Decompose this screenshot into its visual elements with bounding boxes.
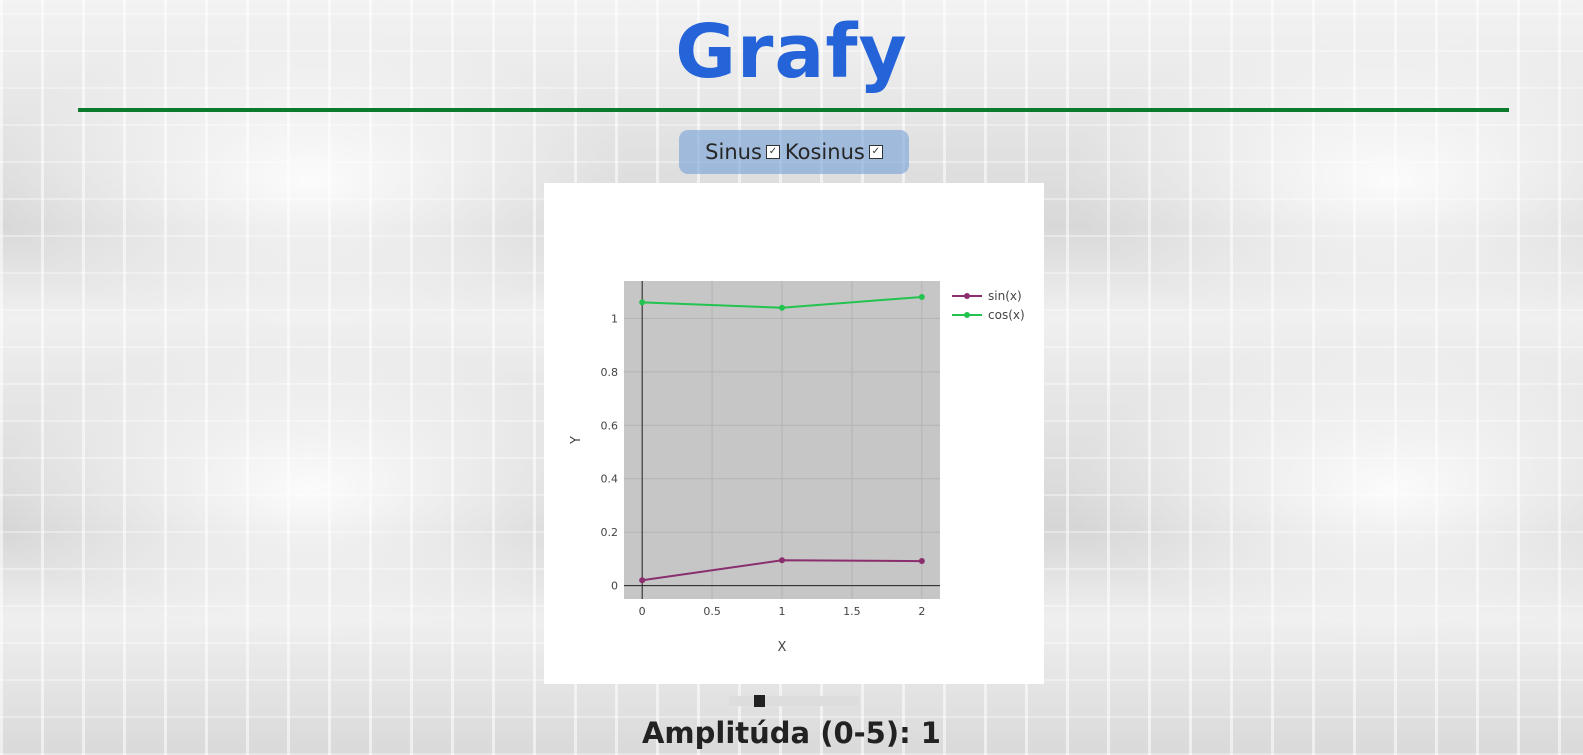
data-point-cosx[interactable]	[779, 304, 785, 311]
sinus-toggle[interactable]: Sinus ✓	[705, 140, 780, 164]
kosinus-toggle[interactable]: Kosinus ✓	[785, 140, 883, 164]
sinus-checkbox[interactable]: ✓	[765, 145, 780, 159]
y-tick-label: 0	[611, 580, 618, 593]
data-point-sinx[interactable]	[918, 558, 925, 565]
data-point-cosx[interactable]	[918, 294, 925, 301]
y-tick-label: 0.8	[601, 366, 619, 379]
y-axis-title: Y	[569, 436, 584, 445]
legend-marker-cosx	[964, 312, 970, 318]
kosinus-toggle-label: Kosinus	[784, 140, 865, 164]
amplitude-slider[interactable]	[729, 695, 859, 707]
legend-marker-sinx	[964, 293, 970, 299]
y-tick-label: 0.6	[601, 419, 619, 432]
x-tick-label: 0	[639, 605, 646, 618]
x-tick-label: 1	[779, 605, 786, 618]
legend-label-cosx[interactable]: cos(x)	[988, 308, 1025, 322]
sinus-toggle-label: Sinus	[705, 140, 762, 164]
amplitude-label: Amplitúda (0-5): 1	[641, 716, 941, 750]
page-title: Grafy	[675, 9, 908, 95]
legend-label-sinx[interactable]: sin(x)	[988, 289, 1022, 303]
x-tick-label: 0.5	[703, 605, 721, 618]
series-toggle-panel: Sinus ✓ Kosinus ✓	[679, 130, 909, 174]
y-tick-label: 0.2	[601, 526, 619, 539]
title-divider	[78, 108, 1509, 112]
y-tick-label: 1	[611, 312, 618, 325]
amplitude-slider-thumb[interactable]	[754, 695, 765, 707]
x-tick-label: 2	[918, 605, 925, 618]
data-point-sinx[interactable]	[639, 577, 646, 584]
data-point-sinx[interactable]	[779, 557, 785, 564]
x-axis-title: X	[778, 640, 787, 655]
y-tick-label: 0.4	[601, 473, 619, 486]
data-point-cosx[interactable]	[639, 299, 646, 306]
x-tick-label: 1.5	[843, 605, 861, 618]
kosinus-checkbox[interactable]: ✓	[868, 145, 883, 159]
